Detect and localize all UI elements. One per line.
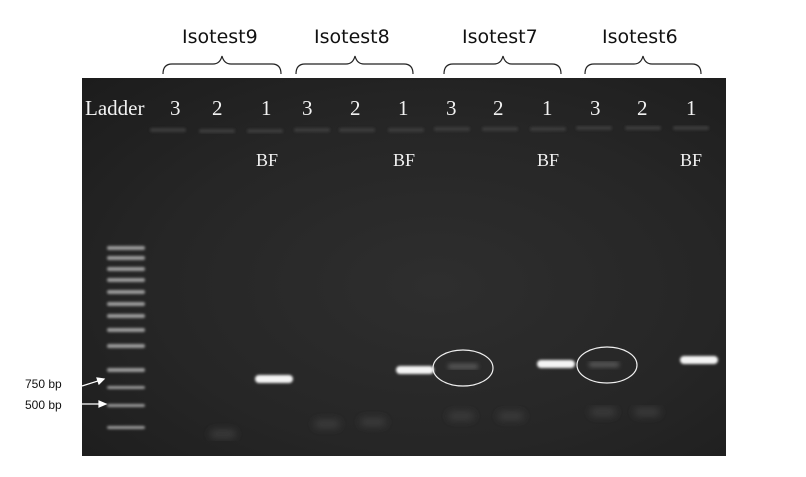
faint-band-isotest6-lane3 xyxy=(589,362,619,367)
well xyxy=(339,128,375,132)
bf-label-isotest9: BF xyxy=(256,150,279,170)
highlight-circle-isotest7 xyxy=(432,349,494,387)
group-label-isotest9: Isotest9 xyxy=(182,26,258,48)
band-isotest7-lane1 xyxy=(537,360,575,368)
bf-label-isotest6: BF xyxy=(680,150,703,170)
lane-label: 2 xyxy=(637,96,648,120)
gel-image xyxy=(82,78,726,456)
ladder-label: Ladder xyxy=(85,96,145,120)
arrow-icon xyxy=(98,400,108,408)
lane-label: 3 xyxy=(170,96,181,120)
lane-label: 2 xyxy=(493,96,504,120)
well xyxy=(434,127,470,131)
well xyxy=(576,126,612,130)
group-label-isotest8: Isotest8 xyxy=(314,26,390,48)
lane-label: 3 xyxy=(590,96,601,120)
band-isotest9-lane1 xyxy=(255,375,293,383)
lane-label: 1 xyxy=(686,96,697,120)
band-isotest8-lane1 xyxy=(396,366,434,374)
lane-label: 3 xyxy=(446,96,457,120)
gel-bands xyxy=(107,126,718,438)
lane-label: 1 xyxy=(542,96,553,120)
arrow-icon xyxy=(96,377,106,386)
marker-label-750bp: 750 bp xyxy=(25,377,62,391)
well xyxy=(625,126,661,130)
bracket-isotest9 xyxy=(162,55,282,75)
ladder-bands xyxy=(107,246,145,429)
well xyxy=(150,128,186,132)
band-isotest6-lane1 xyxy=(680,356,718,364)
group-label-isotest6: Isotest6 xyxy=(602,26,678,48)
lane-label: 3 xyxy=(302,96,313,120)
bf-label-isotest8: BF xyxy=(393,150,416,170)
lane-label: 2 xyxy=(350,96,361,120)
bf-label-isotest7: BF xyxy=(537,150,560,170)
lane-label: 2 xyxy=(212,96,223,120)
well xyxy=(247,129,283,133)
bracket-isotest6 xyxy=(584,55,702,75)
bracket-isotest8 xyxy=(295,55,414,75)
lane-label: 1 xyxy=(398,96,409,120)
well xyxy=(673,126,709,130)
group-label-isotest7: Isotest7 xyxy=(462,26,538,48)
lane-label: 1 xyxy=(261,96,272,120)
group-brackets xyxy=(162,55,702,75)
well xyxy=(294,128,330,132)
well xyxy=(199,129,235,133)
well xyxy=(482,127,518,131)
marker-label-500bp: 500 bp xyxy=(25,398,62,412)
faint-band-isotest7-lane3 xyxy=(448,364,478,369)
well xyxy=(388,128,424,132)
well xyxy=(530,127,566,131)
bracket-isotest7 xyxy=(443,55,562,75)
highlight-circle-isotest6 xyxy=(576,346,638,384)
